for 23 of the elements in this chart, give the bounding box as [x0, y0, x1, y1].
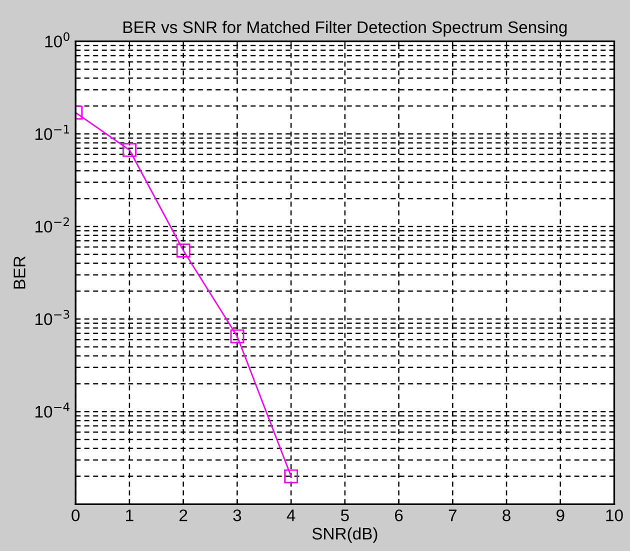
x-tick-label: 10	[606, 509, 623, 522]
x-tick-label: 5	[340, 510, 349, 522]
y-tick-label: 10$^{−3}$	[36, 310, 70, 326]
point	[122, 143, 136, 157]
y-tick-label: 10$^{−4}$	[36, 402, 70, 418]
x-axis-title: SNR(dB)	[312, 527, 378, 543]
x-tick-label: 8	[502, 509, 510, 522]
x-tick-label: 2	[180, 509, 188, 522]
x-tick-label: 6	[395, 509, 403, 522]
y-tick-label: 10$^{0}$	[45, 32, 70, 48]
x-tick-label: 1	[126, 510, 134, 522]
x-tick-label: 4	[286, 510, 296, 522]
point	[230, 329, 244, 344]
x-tick-label: 3	[233, 509, 242, 522]
y-tick-label: 10$^{−1}$	[36, 124, 70, 140]
x-tick-label: 0	[72, 509, 80, 522]
y-tick-label: 10$^{−2}$	[36, 217, 69, 233]
x-tick-label: 7	[448, 510, 456, 522]
point	[176, 244, 190, 258]
y-axis-title: BER	[14, 256, 26, 289]
chart-title: BER vs SNR for Matched Filter Detection Spectrum Sensing	[124, 20, 567, 36]
point	[284, 469, 298, 484]
x-tick-label: 9	[556, 509, 564, 522]
